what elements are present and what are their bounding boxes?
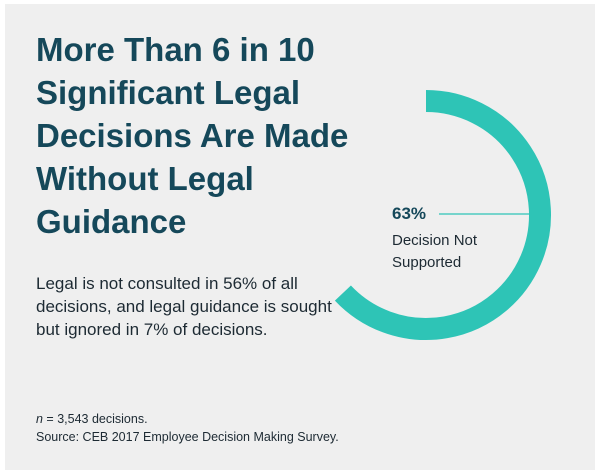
slice-category-label-line: Supported [392,254,461,271]
infographic-card [5,4,595,470]
summary-text: Legal is not consulted in 56% of all dec… [36,274,332,339]
slice-category-label-line: Decision Not [392,232,478,249]
footnote: n = 3,543 decisions. Source: CEB 2017 Em… [36,410,339,446]
slice-category-label: Decision Not Supported [392,232,478,271]
sample-size-value: = 3,543 decisions. [42,412,148,426]
source-note: Source: CEB 2017 Employee Decision Makin… [36,430,339,444]
sample-size-symbol: n [36,412,43,426]
ring-slice-decision-not-supported [334,90,551,340]
sample-size-note: n = 3,543 decisions. [36,410,339,428]
slice-value-label: 63% [392,204,426,223]
headline: More Than 6 in 10 Significant Legal Deci… [36,31,349,240]
